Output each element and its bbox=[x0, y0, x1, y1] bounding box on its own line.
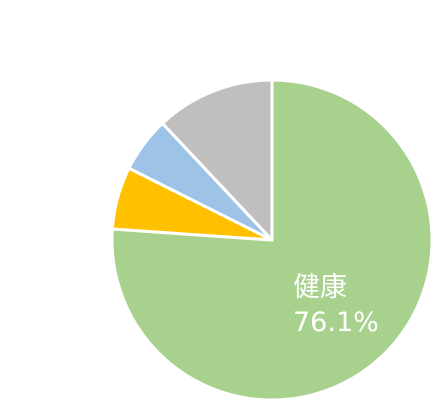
pie-labels: 健康 76.1% bbox=[293, 272, 379, 338]
pie-slice-0 bbox=[110, 78, 434, 402]
slice-label-name-healthy: 健康 bbox=[293, 272, 347, 303]
pie-slices bbox=[110, 78, 434, 402]
pie-slice-3 bbox=[160, 78, 274, 242]
slice-label-value-healthy: 76.1% bbox=[293, 307, 379, 338]
